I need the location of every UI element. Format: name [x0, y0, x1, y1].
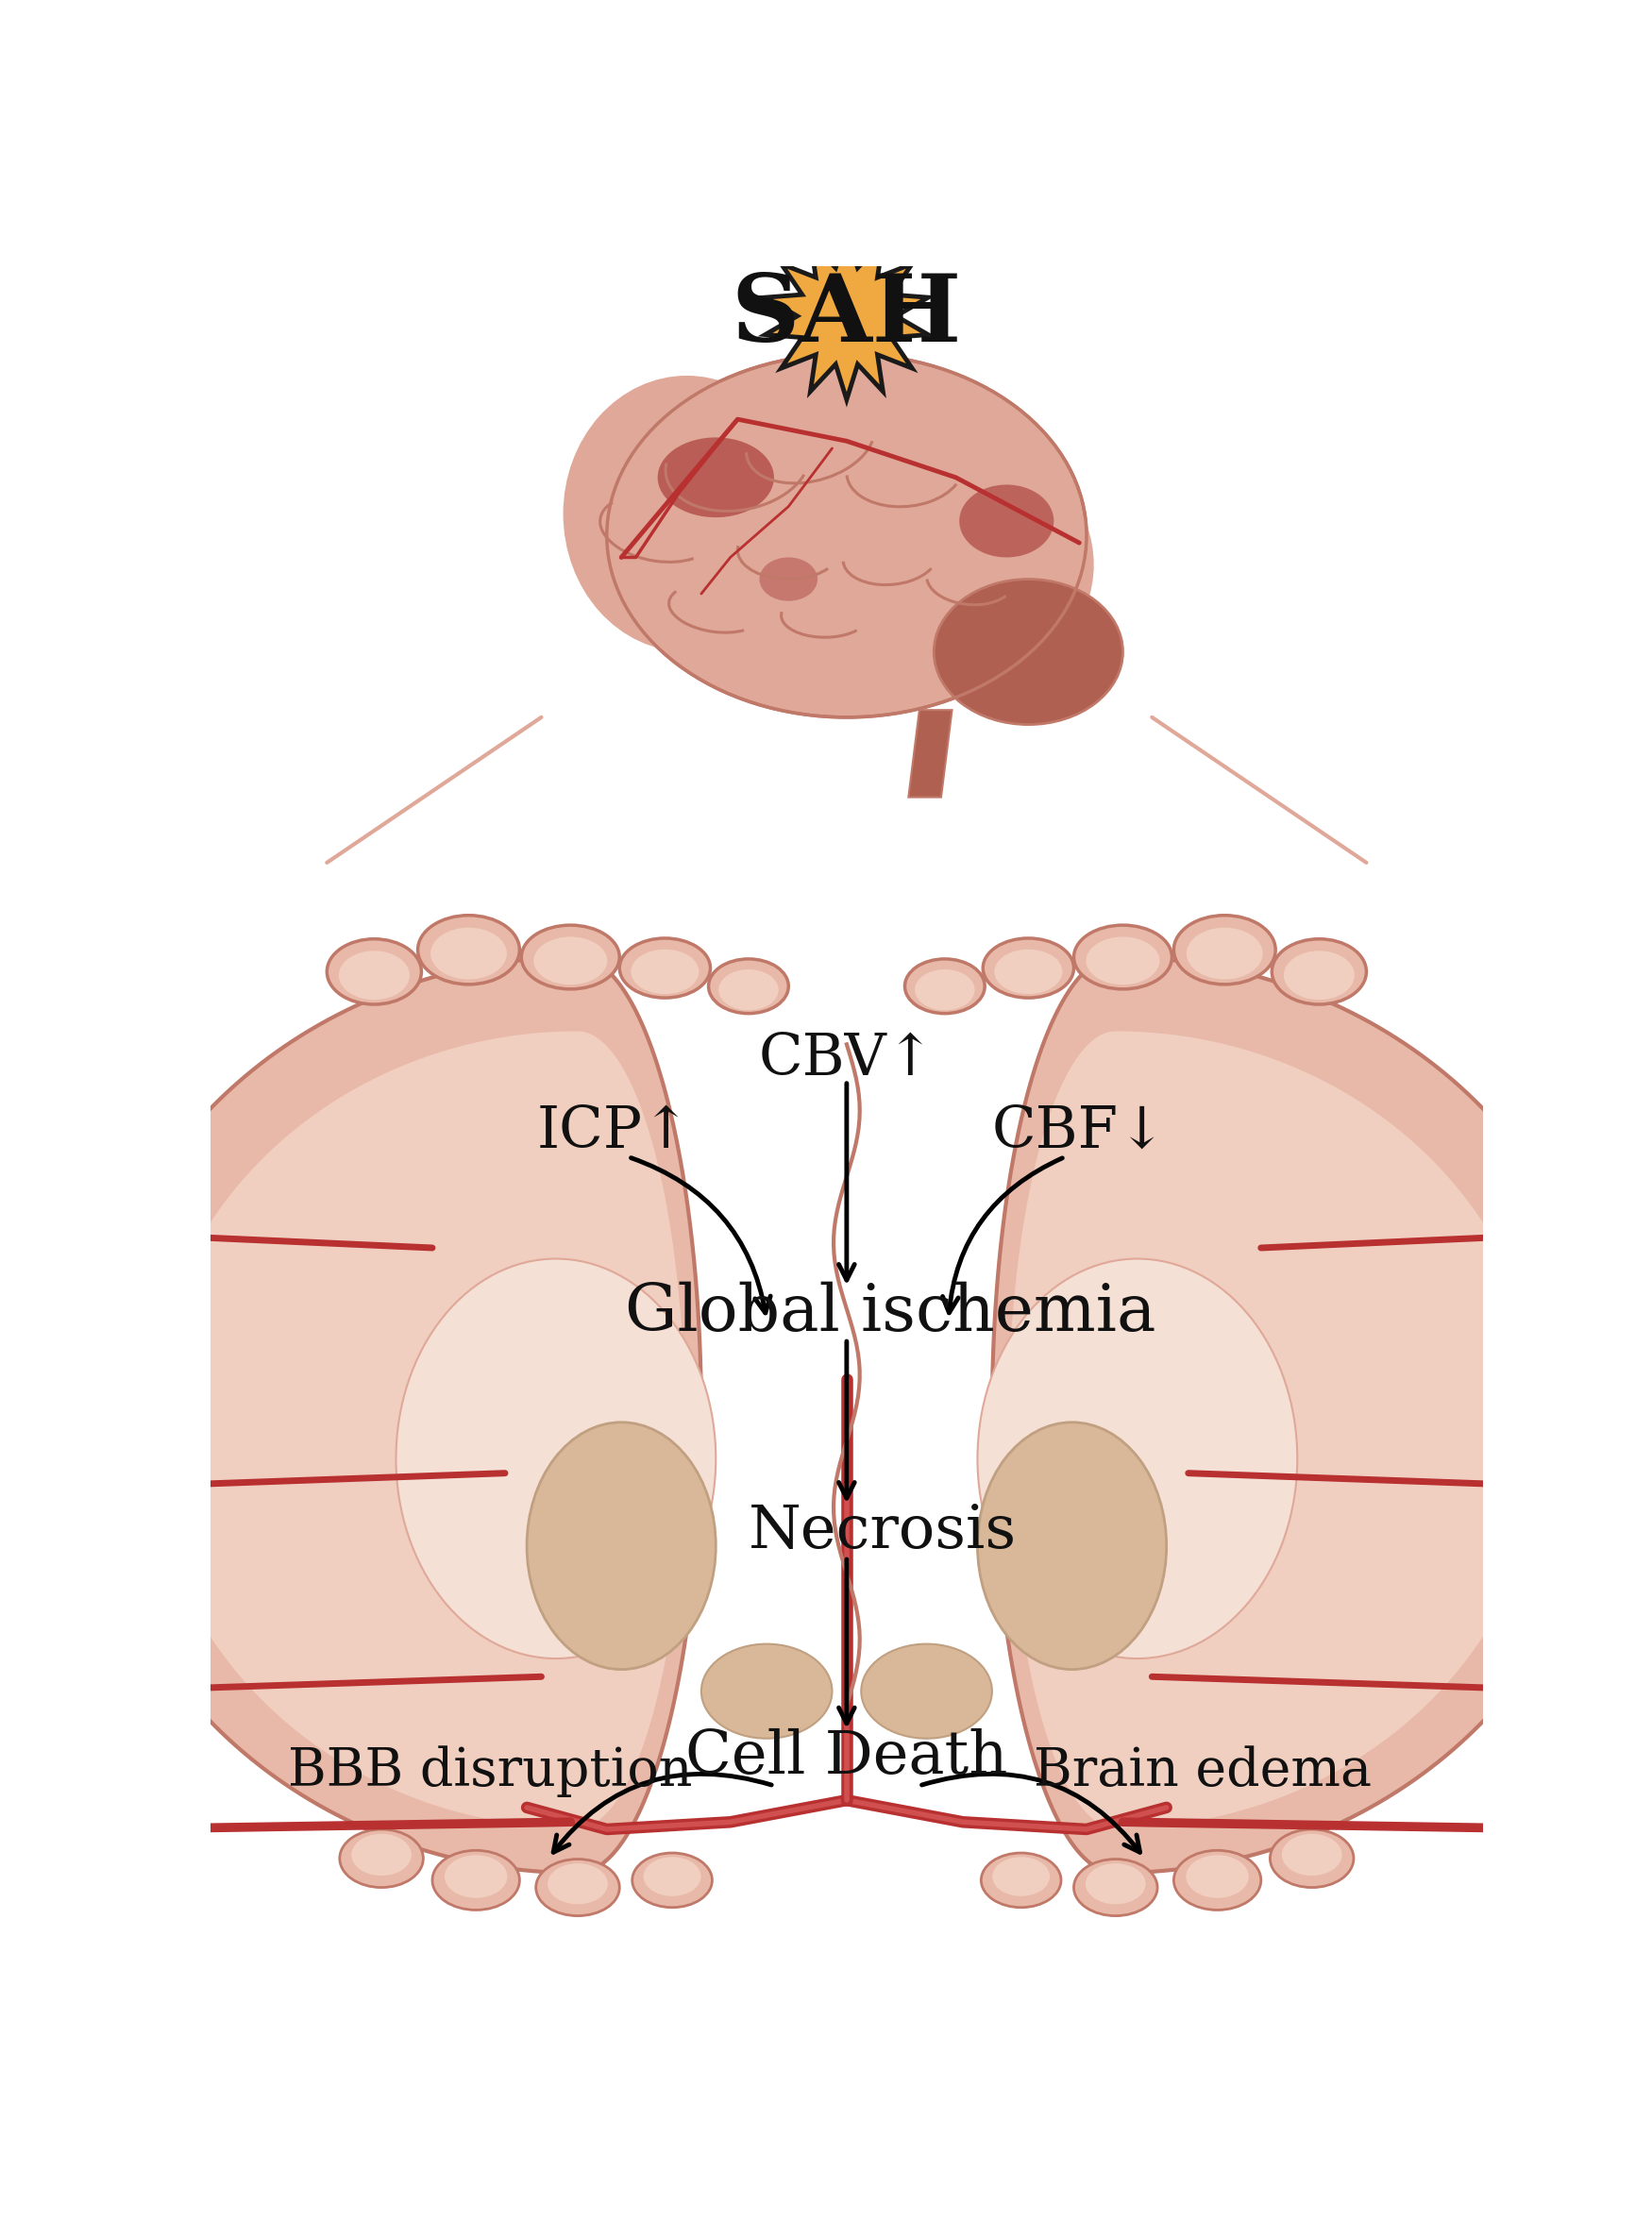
- Ellipse shape: [444, 1855, 507, 1898]
- Polygon shape: [765, 233, 928, 400]
- Text: Brain edema: Brain edema: [1034, 1744, 1371, 1798]
- Ellipse shape: [1074, 924, 1171, 989]
- Ellipse shape: [606, 353, 1087, 718]
- Ellipse shape: [890, 456, 1094, 673]
- Ellipse shape: [633, 1853, 712, 1906]
- Ellipse shape: [1186, 1855, 1249, 1898]
- Ellipse shape: [981, 1853, 1061, 1906]
- Ellipse shape: [983, 938, 1074, 998]
- Ellipse shape: [719, 969, 778, 1011]
- Text: ICP↑: ICP↑: [537, 1104, 691, 1160]
- Ellipse shape: [340, 1829, 423, 1886]
- Ellipse shape: [915, 969, 975, 1011]
- Ellipse shape: [396, 1258, 715, 1658]
- Ellipse shape: [657, 438, 773, 518]
- Ellipse shape: [1074, 1860, 1158, 1915]
- Ellipse shape: [978, 1422, 1166, 1669]
- Text: CBF↓: CBF↓: [991, 1104, 1166, 1160]
- Ellipse shape: [978, 1258, 1297, 1658]
- Ellipse shape: [620, 938, 710, 998]
- Ellipse shape: [1282, 1833, 1341, 1875]
- Ellipse shape: [563, 376, 811, 651]
- Polygon shape: [147, 1031, 686, 1829]
- Ellipse shape: [1085, 1864, 1146, 1904]
- Polygon shape: [1008, 1031, 1546, 1829]
- Polygon shape: [993, 958, 1609, 1873]
- Ellipse shape: [1186, 927, 1262, 980]
- Ellipse shape: [960, 484, 1054, 558]
- Ellipse shape: [1173, 915, 1275, 984]
- Ellipse shape: [352, 1833, 411, 1875]
- Ellipse shape: [522, 924, 620, 989]
- Ellipse shape: [905, 960, 985, 1013]
- Text: SAH: SAH: [732, 271, 961, 362]
- Ellipse shape: [1085, 938, 1160, 984]
- Ellipse shape: [535, 1860, 620, 1915]
- Polygon shape: [84, 958, 702, 1873]
- Ellipse shape: [702, 1644, 833, 1738]
- Text: CBV↑: CBV↑: [758, 1031, 935, 1087]
- Ellipse shape: [643, 1858, 700, 1895]
- Text: Necrosis: Necrosis: [748, 1502, 1018, 1560]
- Ellipse shape: [547, 1864, 608, 1904]
- Ellipse shape: [1270, 1829, 1353, 1886]
- Text: BBB disruption: BBB disruption: [289, 1744, 692, 1798]
- Text: Global ischemia: Global ischemia: [624, 1282, 1156, 1344]
- Ellipse shape: [933, 580, 1123, 724]
- Text: Cell Death: Cell Death: [686, 1729, 1008, 1786]
- Ellipse shape: [534, 938, 608, 984]
- Ellipse shape: [1272, 940, 1366, 1004]
- Ellipse shape: [1173, 1851, 1260, 1911]
- Ellipse shape: [760, 558, 818, 600]
- Ellipse shape: [631, 949, 699, 993]
- Ellipse shape: [431, 927, 507, 980]
- Ellipse shape: [1284, 951, 1355, 1000]
- Ellipse shape: [418, 915, 519, 984]
- Ellipse shape: [993, 1858, 1051, 1895]
- Polygon shape: [909, 711, 952, 798]
- Ellipse shape: [327, 940, 421, 1004]
- Ellipse shape: [339, 951, 410, 1000]
- Ellipse shape: [995, 949, 1062, 993]
- Ellipse shape: [709, 960, 788, 1013]
- Ellipse shape: [861, 1644, 991, 1738]
- Ellipse shape: [433, 1851, 519, 1911]
- Ellipse shape: [527, 1422, 715, 1669]
